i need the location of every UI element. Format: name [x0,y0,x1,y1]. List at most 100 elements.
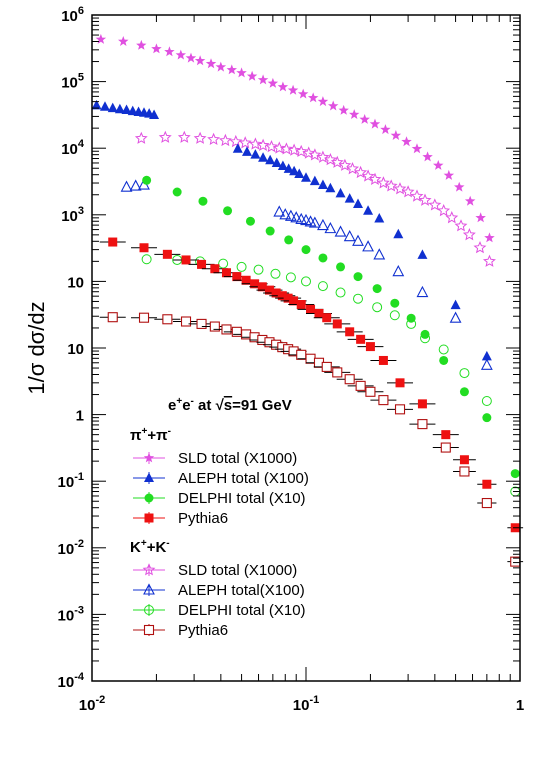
data-point [284,209,297,221]
data-point [305,353,316,364]
data-point [480,358,493,370]
data-point [365,342,375,352]
data-point [345,327,355,337]
data-point [481,396,492,407]
data-point [272,141,286,154]
data-point [277,291,287,301]
data-point [443,169,455,180]
data-point [335,287,346,298]
data-point [309,175,320,186]
y-tick-label: 10 [67,274,84,291]
data-point [177,130,191,143]
data-point [418,193,432,206]
data-point [99,101,110,111]
data-point [378,395,389,406]
data-point [393,228,404,239]
data-point [392,264,405,277]
y-tick-label: 106 [61,5,84,25]
series-pythia_k [99,312,524,567]
data-point [321,361,332,372]
data-point [114,103,125,114]
data-point [301,276,311,287]
legend-marker [143,452,155,463]
legend-entry: ALEPH total(X100) [133,582,305,599]
data-point [289,165,300,176]
data-point [172,187,182,197]
sqrt-symbol: √ [216,397,225,414]
data-point [352,234,364,246]
data-point [481,497,492,509]
series-pythia_pi [99,237,524,533]
data-point [210,264,220,274]
data-point [322,313,332,323]
header-superscript: - [168,426,171,437]
data-point [284,235,294,245]
data-point [257,74,269,85]
legend-entry: DELPHI total (X10) [133,490,306,507]
annotation-superscript: + [176,396,182,407]
legend-label: Pythia6 [178,510,228,527]
data-point [401,136,412,147]
data-point [317,179,328,190]
data-point [344,374,355,385]
data-point [335,187,346,198]
data-point [209,321,220,332]
data-point [441,430,451,440]
data-point [369,118,381,129]
data-point [484,232,495,243]
data-point [306,304,316,314]
legend-marker [144,493,154,503]
data-point [416,285,429,298]
data-point [129,179,142,191]
data-point [355,380,366,391]
data-point [354,165,368,179]
data-point [107,102,118,113]
energy-annotation: e+e- at √s=91 GeV [168,396,292,414]
data-point [411,143,423,154]
data-point [393,182,407,195]
data-point [287,84,299,95]
data-point [420,333,431,344]
legend-label: SLD total (X1000) [178,562,297,579]
data-point [121,104,132,114]
data-point [273,205,286,217]
data-point [277,160,288,171]
data-point [142,175,152,185]
legend-entry: SLD total (X1000) [133,562,297,579]
annotation-text: =91 GeV [232,397,292,414]
data-point [338,104,349,115]
data-point [164,46,175,57]
annotation-superscript: - [191,396,194,407]
data-point [482,413,492,423]
data-point [162,314,173,325]
data-point [454,181,465,192]
data-point [353,198,364,209]
data-point [338,158,352,171]
data-point [265,226,275,236]
data-point [108,237,118,247]
data-point [118,36,129,46]
data-point [316,150,330,163]
data-point [180,316,192,327]
data-point [361,169,375,182]
tick-exponent: 4 [78,138,85,150]
data-point [482,479,492,489]
y-tick-label: 1 [76,408,84,425]
data-point [283,293,293,303]
data-point [428,198,442,211]
data-point [325,182,336,193]
data-point [318,253,328,263]
data-point [271,288,281,298]
tick-base: 1 [516,697,524,714]
legend-label: DELPHI total (X10) [178,490,306,507]
data-point [317,281,328,292]
data-point [475,212,486,223]
data-point [194,55,206,66]
data-point [459,455,469,465]
legend-marker [144,513,154,523]
data-point [330,155,344,168]
tick-base: 10 [293,697,310,714]
header-text: π [130,427,142,444]
data-point [438,344,449,355]
